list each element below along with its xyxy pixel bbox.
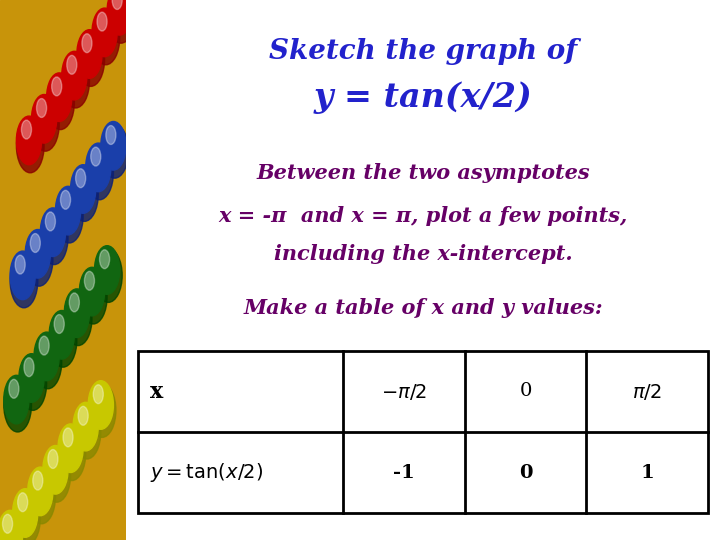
Ellipse shape bbox=[24, 357, 34, 377]
Text: Sketch the graph of: Sketch the graph of bbox=[269, 38, 577, 65]
Text: 0: 0 bbox=[519, 382, 532, 401]
Ellipse shape bbox=[10, 254, 38, 308]
Ellipse shape bbox=[48, 449, 58, 468]
Ellipse shape bbox=[89, 381, 114, 429]
Ellipse shape bbox=[39, 336, 49, 355]
Ellipse shape bbox=[17, 119, 44, 173]
Ellipse shape bbox=[67, 55, 77, 74]
Ellipse shape bbox=[92, 8, 117, 57]
Ellipse shape bbox=[19, 356, 47, 410]
Text: y = tan(x/2): y = tan(x/2) bbox=[314, 80, 532, 114]
Text: Between the two asymptotes: Between the two asymptotes bbox=[256, 163, 590, 183]
Ellipse shape bbox=[93, 384, 104, 403]
Ellipse shape bbox=[107, 0, 132, 35]
Ellipse shape bbox=[19, 354, 44, 402]
Ellipse shape bbox=[13, 491, 40, 540]
Ellipse shape bbox=[4, 375, 29, 424]
Ellipse shape bbox=[76, 168, 86, 187]
Ellipse shape bbox=[64, 289, 89, 338]
Text: -1: -1 bbox=[393, 463, 415, 482]
Ellipse shape bbox=[97, 12, 107, 31]
Ellipse shape bbox=[79, 270, 107, 324]
Ellipse shape bbox=[33, 471, 43, 490]
Ellipse shape bbox=[0, 510, 23, 540]
Ellipse shape bbox=[34, 335, 62, 389]
Ellipse shape bbox=[101, 124, 128, 178]
Ellipse shape bbox=[55, 186, 81, 235]
Ellipse shape bbox=[73, 405, 101, 459]
Ellipse shape bbox=[32, 97, 59, 151]
Ellipse shape bbox=[107, 0, 135, 43]
Ellipse shape bbox=[40, 211, 68, 265]
Ellipse shape bbox=[79, 267, 104, 316]
Text: 0: 0 bbox=[519, 463, 532, 482]
Ellipse shape bbox=[86, 143, 111, 192]
Ellipse shape bbox=[43, 446, 68, 494]
Ellipse shape bbox=[40, 208, 66, 256]
Ellipse shape bbox=[47, 73, 72, 122]
Ellipse shape bbox=[10, 251, 35, 300]
Ellipse shape bbox=[17, 116, 42, 165]
Ellipse shape bbox=[32, 94, 57, 143]
Ellipse shape bbox=[106, 126, 116, 144]
Ellipse shape bbox=[101, 122, 126, 170]
Ellipse shape bbox=[49, 310, 74, 359]
Ellipse shape bbox=[91, 147, 101, 166]
Ellipse shape bbox=[3, 514, 13, 534]
Ellipse shape bbox=[77, 32, 104, 86]
Ellipse shape bbox=[54, 314, 64, 333]
Text: 1: 1 bbox=[640, 463, 654, 482]
Ellipse shape bbox=[25, 232, 53, 286]
Ellipse shape bbox=[18, 492, 28, 512]
Ellipse shape bbox=[92, 11, 120, 65]
Ellipse shape bbox=[52, 77, 62, 96]
Ellipse shape bbox=[0, 513, 25, 540]
Ellipse shape bbox=[30, 233, 40, 253]
Ellipse shape bbox=[84, 271, 94, 290]
Text: $-\pi/2$: $-\pi/2$ bbox=[381, 381, 427, 402]
Ellipse shape bbox=[28, 470, 55, 524]
Ellipse shape bbox=[99, 249, 109, 268]
Ellipse shape bbox=[62, 51, 87, 100]
Ellipse shape bbox=[27, 467, 53, 516]
Text: $\pi/2$: $\pi/2$ bbox=[632, 381, 662, 402]
Text: Make a table of x and y values:: Make a table of x and y values: bbox=[243, 298, 603, 318]
Ellipse shape bbox=[25, 230, 50, 278]
Ellipse shape bbox=[112, 0, 122, 10]
Text: $y = \tan(x/2)$: $y = \tan(x/2)$ bbox=[150, 461, 263, 484]
Text: x = -π  and x = π, plot a few points,: x = -π and x = π, plot a few points, bbox=[218, 206, 628, 226]
Ellipse shape bbox=[94, 248, 122, 302]
Ellipse shape bbox=[15, 255, 25, 274]
Ellipse shape bbox=[73, 402, 98, 451]
Ellipse shape bbox=[4, 378, 32, 432]
Ellipse shape bbox=[69, 293, 79, 312]
Ellipse shape bbox=[34, 332, 59, 381]
Ellipse shape bbox=[13, 489, 38, 537]
Ellipse shape bbox=[49, 313, 77, 367]
Ellipse shape bbox=[63, 428, 73, 447]
Ellipse shape bbox=[58, 427, 86, 481]
Ellipse shape bbox=[45, 212, 55, 231]
Ellipse shape bbox=[22, 120, 32, 139]
Ellipse shape bbox=[62, 54, 89, 108]
Ellipse shape bbox=[71, 167, 98, 221]
Ellipse shape bbox=[9, 379, 19, 398]
Ellipse shape bbox=[47, 76, 74, 130]
Ellipse shape bbox=[64, 292, 92, 346]
Ellipse shape bbox=[94, 246, 120, 294]
Ellipse shape bbox=[58, 424, 84, 472]
Text: x: x bbox=[150, 381, 163, 402]
Text: including the x-intercept.: including the x-intercept. bbox=[274, 244, 572, 264]
Ellipse shape bbox=[43, 448, 71, 502]
Ellipse shape bbox=[88, 383, 116, 437]
Ellipse shape bbox=[60, 190, 71, 209]
Ellipse shape bbox=[78, 407, 88, 426]
Ellipse shape bbox=[82, 33, 92, 52]
Ellipse shape bbox=[71, 165, 96, 213]
Bar bbox=[138, 351, 708, 513]
Ellipse shape bbox=[77, 30, 102, 78]
Ellipse shape bbox=[37, 98, 47, 118]
Ellipse shape bbox=[55, 189, 84, 243]
Ellipse shape bbox=[86, 146, 114, 200]
